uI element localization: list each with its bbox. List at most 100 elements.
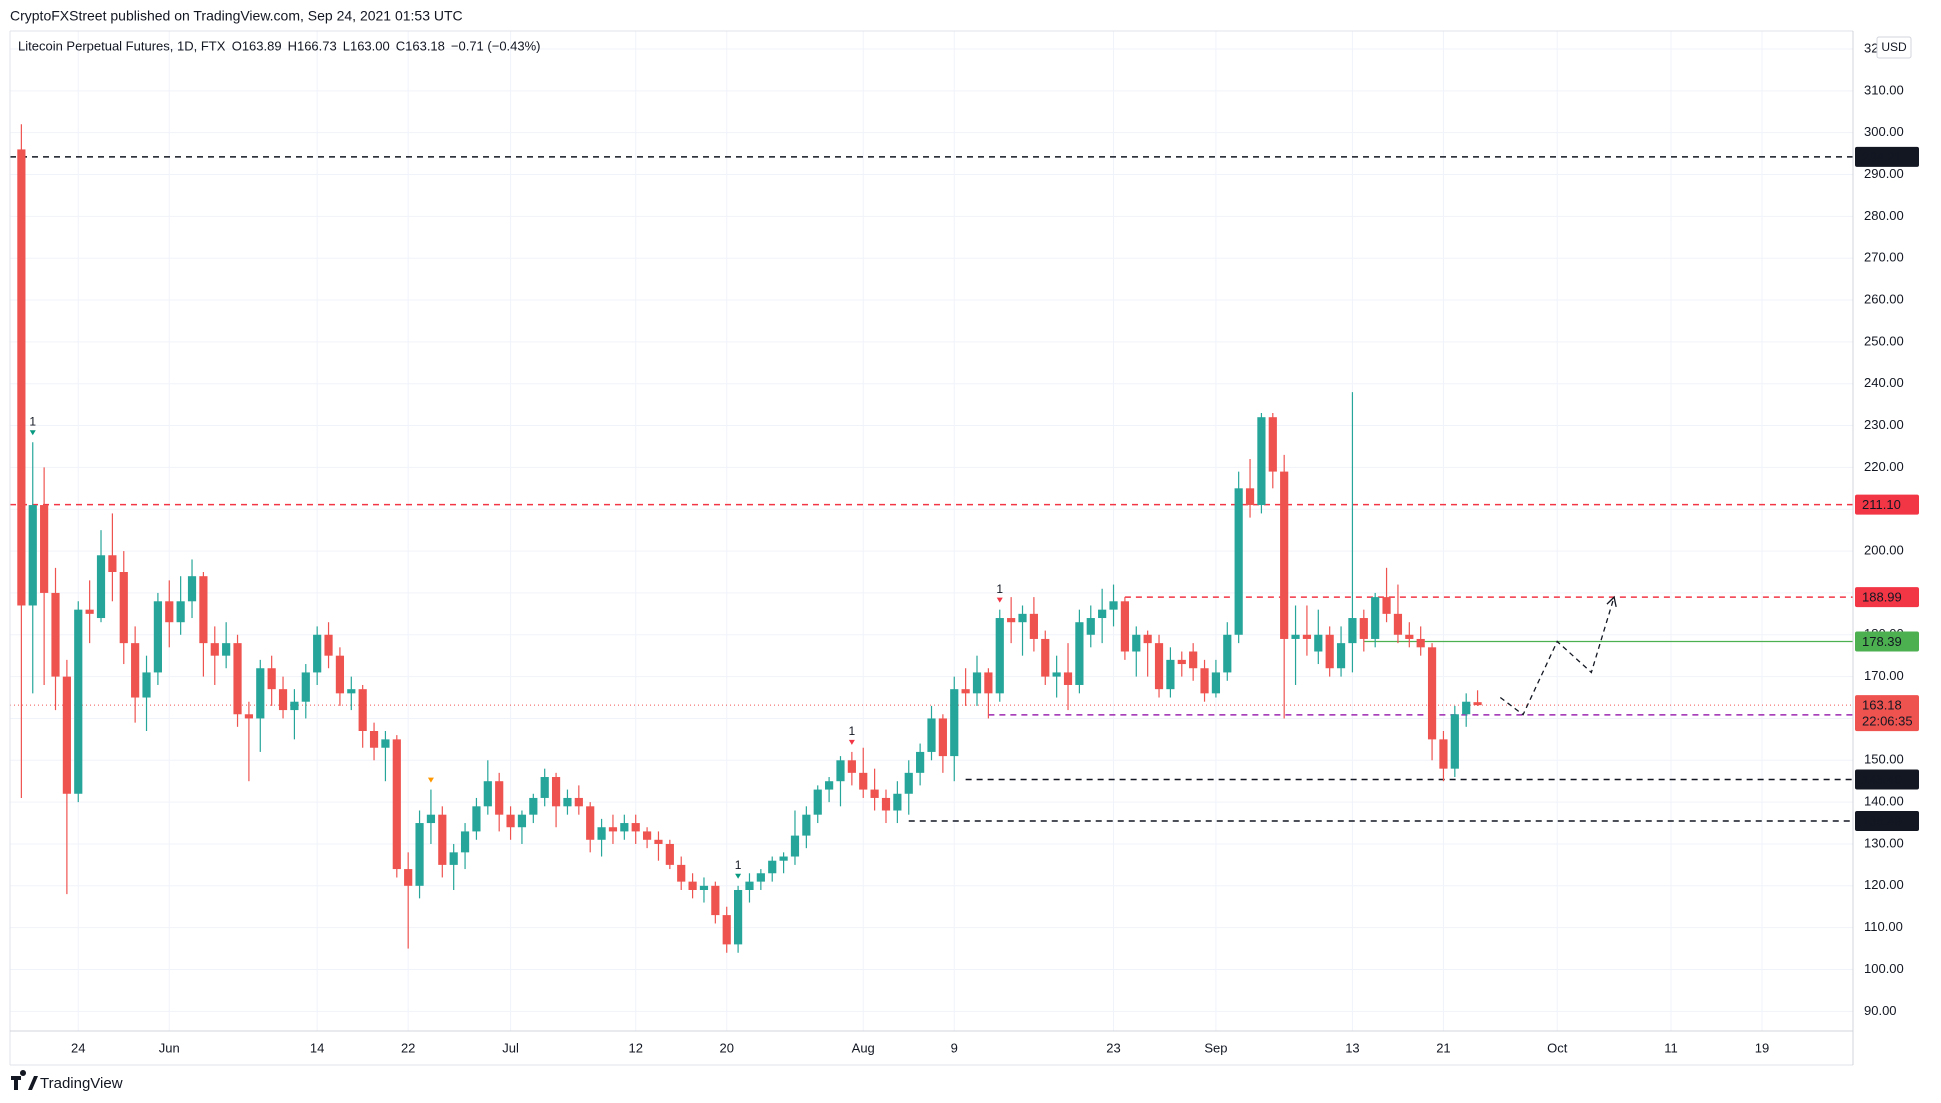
candle-body: [1109, 601, 1118, 610]
legend-value: 163.18: [405, 38, 445, 53]
candle-body: [1189, 651, 1198, 669]
candle-body: [836, 760, 845, 782]
candle-body: [1223, 634, 1232, 673]
logo: [11, 1070, 38, 1090]
candle-body: [313, 634, 322, 673]
candle-body: [1052, 672, 1061, 677]
x-tick-label: 13: [1345, 1040, 1359, 1055]
candle-body: [995, 618, 1004, 694]
x-tick-label: 21: [1436, 1040, 1450, 1055]
y-tick-label: 220.00: [1864, 459, 1904, 474]
candle-body: [517, 814, 527, 828]
candle-body: [472, 806, 481, 832]
candle-body: [324, 634, 333, 656]
candle-body: [734, 889, 743, 945]
levels: [10, 156, 1853, 822]
candle-body: [813, 789, 822, 815]
candle-body: [904, 772, 913, 794]
candle-body: [1336, 643, 1346, 669]
candle-body: [699, 885, 709, 890]
candle-body: [551, 777, 561, 807]
candle-body: [620, 823, 629, 832]
candle-body: [711, 885, 720, 916]
x-tick-label: 14: [310, 1040, 324, 1055]
candle-body: [1041, 638, 1050, 677]
x-tick-label: 9: [951, 1040, 958, 1055]
candle-body: [1177, 659, 1186, 665]
candle-body: [495, 781, 504, 815]
candle-body: [199, 576, 208, 644]
level-box: [1855, 631, 1919, 652]
candle-body: [244, 714, 254, 719]
candle-body: [927, 718, 936, 752]
candle-body: [1314, 634, 1323, 652]
currency: USD: [1881, 40, 1907, 54]
candle-body: [301, 672, 310, 702]
signal-arrow: [848, 739, 855, 745]
candle-body: [1063, 672, 1073, 685]
overlay: 1 1 1 1: [29, 414, 1617, 879]
candle-body: [40, 505, 49, 593]
candles: [17, 124, 1482, 953]
candle-body: [1245, 488, 1255, 506]
candle-body: [972, 672, 982, 694]
y-tick-label: 280.00: [1864, 208, 1904, 223]
candle-body: [847, 760, 856, 773]
signal-label: 1: [996, 582, 1003, 596]
legend-change: −0.71 (−0.43%): [451, 38, 541, 53]
y-tick-label: 120.00: [1864, 877, 1904, 892]
last-price-label: 163.18: [1862, 698, 1902, 713]
level-box: [1855, 587, 1919, 608]
level-label: 178.39: [1862, 634, 1902, 649]
candle-body: [938, 718, 947, 757]
ohlc-legend: O 163.89 H 166.73 L 163.00 C 163.18 −0.71 (−0.43…: [232, 38, 541, 53]
candle-body: [131, 643, 140, 698]
candle-body: [1416, 638, 1425, 648]
candle-body: [460, 831, 470, 853]
candle-body: [540, 777, 549, 798]
y-tick-label: 310.00: [1864, 82, 1904, 97]
level-box: [1855, 494, 1919, 515]
candle-body: [1462, 701, 1471, 715]
legend-value: 166.73: [297, 38, 337, 53]
candle-body: [574, 797, 583, 807]
candle-body: [381, 739, 390, 748]
candle-body: [1018, 613, 1027, 623]
signal-arrow: [29, 430, 36, 436]
candle-body: [1086, 618, 1095, 635]
candle-body: [506, 814, 515, 828]
candle-body: [825, 781, 834, 790]
y-tick-label: 90.00: [1864, 1003, 1897, 1018]
candle-body: [654, 839, 663, 844]
candle-body: [677, 864, 686, 882]
candle-body: [1007, 618, 1016, 623]
candle-body: [1325, 634, 1334, 669]
x-tick-label: Jun: [159, 1040, 180, 1055]
y-tick-label: 110.00: [1864, 919, 1903, 934]
candle-body: [267, 668, 276, 690]
candle-body: [1382, 597, 1391, 614]
candle-body: [96, 555, 106, 619]
caption: CryptoFXStreet published on TradingView.…: [10, 8, 463, 24]
signal-arrow: [735, 873, 742, 879]
candle-body: [1359, 618, 1368, 639]
y-tick-label: 260.00: [1864, 291, 1904, 306]
candle-body: [1427, 647, 1437, 740]
y-tick-label: 230.00: [1864, 417, 1904, 432]
y-tick-label: 270.00: [1864, 250, 1904, 265]
candle-body: [563, 797, 572, 807]
candle-body: [1280, 471, 1289, 639]
level-label: 294.21: [1862, 149, 1902, 164]
candle-body: [790, 835, 800, 857]
footer: TradingView: [40, 1075, 123, 1092]
candle-body: [392, 739, 401, 870]
candle-body: [1075, 622, 1084, 685]
candle-body: [1154, 643, 1164, 690]
candle-body: [722, 915, 731, 945]
candle-body: [893, 793, 902, 811]
candle-body: [165, 601, 174, 623]
candle-body: [1348, 618, 1357, 644]
candle-body: [1291, 634, 1300, 639]
candle-body: [961, 689, 970, 694]
